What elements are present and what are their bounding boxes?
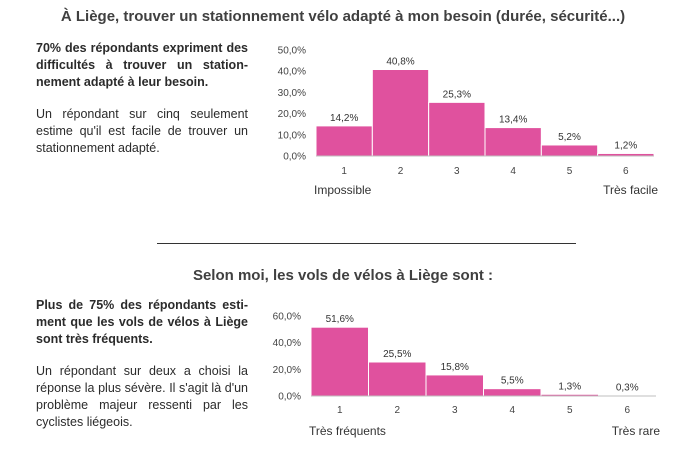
- chart-1-x-tick-label: 6: [623, 166, 629, 177]
- chart-2-low-end-label: Très fréquents: [309, 424, 386, 438]
- chart-2-ytick-label: 20,0%: [273, 365, 301, 376]
- chart-1-high-end-label: Très facile: [603, 183, 658, 197]
- chart-2-bar: [368, 361, 427, 397]
- chart-2-data-label: 1,3%: [558, 381, 581, 392]
- chart-1-bar: [315, 125, 373, 157]
- chart-2-ytick-label: 40,0%: [273, 338, 301, 349]
- text-1-body: Un répondant sur cinq seulement estime q…: [36, 107, 248, 155]
- chart-1-x-tick-label: 5: [567, 166, 573, 177]
- chart-2-x-tick-label: 6: [624, 405, 630, 416]
- chart-2-x-tick-label: 5: [567, 405, 573, 416]
- section-divider: [157, 243, 576, 244]
- chart-1-bar: [428, 101, 486, 157]
- chart-1-data-label: 14,2%: [330, 113, 358, 124]
- chart-1-ytick-label: 30,0%: [278, 88, 306, 99]
- chart-2-x-tick-label: 3: [452, 405, 458, 416]
- chart-2-data-label: 5,5%: [501, 376, 524, 387]
- chart-2-bar: [483, 388, 542, 397]
- text-2-lead: Plus de 75% des répondants esti-ment que…: [36, 298, 248, 346]
- text-2-body: Un répondant sur deux a choisi la répons…: [36, 364, 248, 429]
- chart-2-ytick-label: 60,0%: [273, 312, 301, 323]
- text-1-lead: 70% des répondants expriment des difficu…: [36, 41, 248, 89]
- chart-2-data-label: 15,8%: [441, 362, 469, 373]
- chart-2-x-tick-label: 1: [337, 405, 343, 416]
- chart-2-x-tick-label: 2: [394, 405, 400, 416]
- chart-1-bar: [484, 127, 542, 157]
- chart-1-title: À Liège, trouver un stationnement vélo a…: [60, 8, 626, 25]
- chart-1-data-label: 40,8%: [386, 57, 414, 68]
- text-block-2: Plus de 75% des répondants esti-ment que…: [36, 297, 248, 446]
- chart-1-data-label: 1,2%: [614, 140, 637, 151]
- chart-2-x-tick-label: 4: [509, 405, 515, 416]
- chart-2-bar: [425, 374, 484, 397]
- chart-1-x-tick-label: 3: [454, 166, 460, 177]
- text-block-1: 70% des répondants expriment des difficu…: [36, 40, 248, 172]
- chart-2-data-label: 25,5%: [383, 349, 411, 360]
- chart-1-data-label: 13,4%: [499, 115, 527, 126]
- chart-1-x-tick-label: 4: [510, 166, 516, 177]
- chart-2-title: Selon moi, les vols de vélos à Liège son…: [192, 267, 494, 284]
- chart-2-data-label: 0,3%: [616, 383, 639, 394]
- chart-1-data-label: 25,3%: [443, 89, 471, 100]
- chart-2-bar: [310, 326, 369, 397]
- chart-2-ytick-label: 0,0%: [278, 392, 301, 403]
- chart-1-ytick-label: 50,0%: [278, 46, 306, 57]
- chart-1-ytick-label: 40,0%: [278, 67, 306, 78]
- chart-1-ytick-label: 0,0%: [283, 152, 306, 163]
- chart-1-x-tick-label: 2: [398, 166, 404, 177]
- chart-2-high-end-label: Très rare: [612, 424, 661, 438]
- chart-2-data-label: 51,6%: [326, 314, 354, 325]
- chart-1-data-label: 5,2%: [558, 132, 581, 143]
- chart-1-ytick-label: 20,0%: [278, 109, 306, 120]
- chart-1-ytick-label: 10,0%: [278, 130, 306, 141]
- chart-1-x-tick-label: 1: [341, 166, 347, 177]
- chart-1-low-end-label: Impossible: [314, 183, 372, 197]
